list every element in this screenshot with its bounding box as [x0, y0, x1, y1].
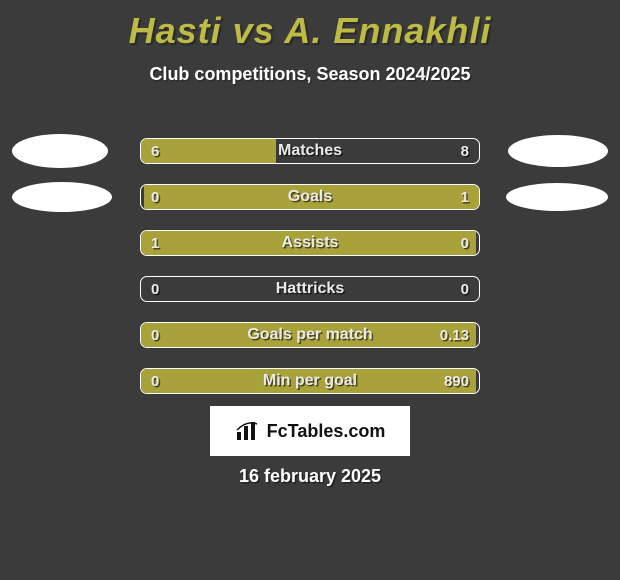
bars-icon — [235, 420, 261, 442]
logo-box: FcTables.com — [210, 406, 410, 456]
stat-row: 01Goals — [0, 174, 620, 220]
player-right-avatar — [508, 135, 608, 167]
stat-row: 00.13Goals per match — [0, 312, 620, 358]
stat-value-left: 0 — [151, 277, 159, 301]
player-left-avatar — [12, 134, 108, 168]
stats-chart: 68Matches 01Goals 10Assists 0 0Hattricks 00.1… — [0, 128, 620, 404]
bar-fill-left — [141, 139, 276, 163]
stat-value-right: 8 — [461, 139, 469, 163]
stat-bar: 0890Min per goal — [140, 368, 480, 394]
page-subtitle: Club competitions, Season 2024/2025 — [0, 64, 620, 85]
player-right-avatar — [506, 183, 608, 211]
stat-row: 0 0Hattricks — [0, 266, 620, 312]
fctables-logo: FcTables.com — [235, 420, 386, 442]
stat-bar: 00.13Goals per match — [140, 322, 480, 348]
bar-fill-left — [141, 323, 476, 347]
stat-row: 68Matches — [0, 128, 620, 174]
stat-bar: 0 0Hattricks — [140, 276, 480, 302]
stat-bar: 68Matches — [140, 138, 480, 164]
bar-fill-left — [141, 231, 476, 255]
page-title: Hasti vs A. Ennakhli — [0, 10, 620, 52]
player-left-avatar — [12, 182, 112, 212]
logo-text: FcTables.com — [267, 421, 386, 442]
comparison-infographic: Hasti vs A. Ennakhli Club competitions, … — [0, 10, 620, 580]
stat-label: Hattricks — [141, 277, 479, 301]
bar-fill-left — [141, 369, 476, 393]
stat-row: 10Assists — [0, 220, 620, 266]
date-label: 16 february 2025 — [0, 466, 620, 487]
stat-value-right: 0 — [461, 277, 469, 301]
stat-row: 0890Min per goal — [0, 358, 620, 404]
bar-fill-right — [144, 185, 479, 209]
stat-bar: 10Assists — [140, 230, 480, 256]
stat-bar: 01Goals — [140, 184, 480, 210]
